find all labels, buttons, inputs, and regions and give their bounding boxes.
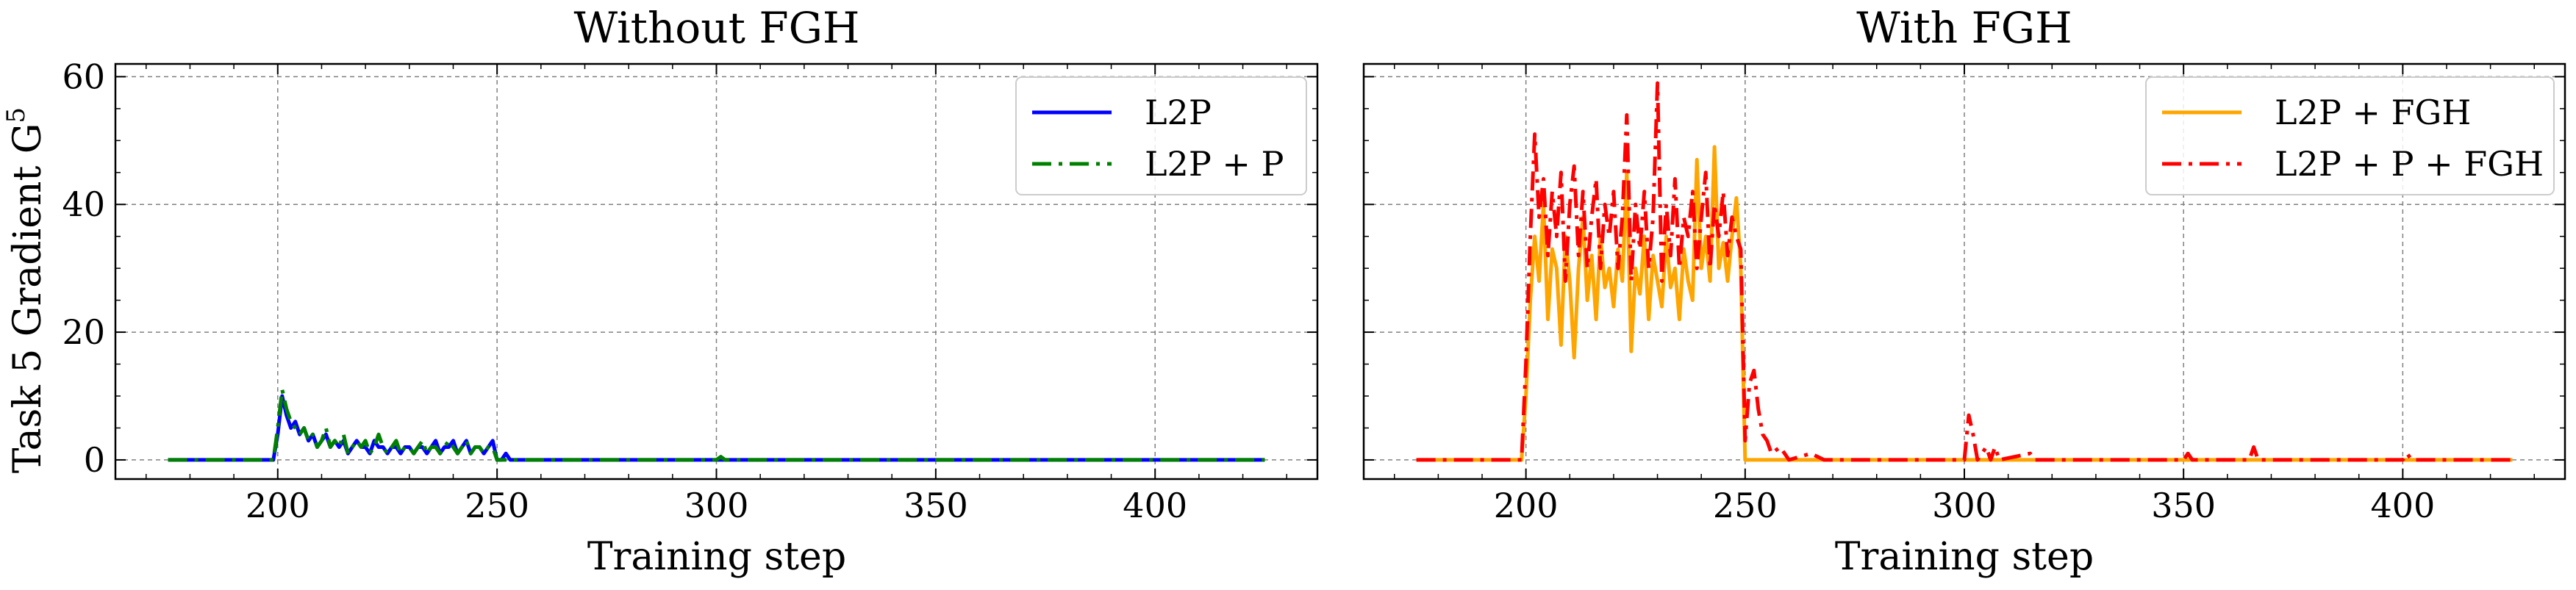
y-tick-label: 0 xyxy=(84,440,105,480)
legend-label: L2P + FGH xyxy=(2275,93,2471,132)
x-tick-label: 250 xyxy=(465,486,529,525)
series-line-1 xyxy=(1416,145,2513,462)
x-tick-label: 300 xyxy=(1932,486,1997,525)
ticks: 200 250 300 350 400 xyxy=(1364,64,2565,525)
y-axis-label-main: Task 5 Gradient G xyxy=(6,123,50,474)
x-tick-label: 400 xyxy=(1123,486,1187,525)
panel-without-fgh: Without FGH Training step Task 5 Gradien… xyxy=(1,3,1319,579)
x-tick-label: 300 xyxy=(684,486,749,525)
y-tick-label: 40 xyxy=(62,184,105,224)
legend: L2P L2P + P xyxy=(1015,76,1307,195)
series-line-2 xyxy=(168,387,1265,462)
series-group xyxy=(1416,81,2513,462)
y-tick-label: 20 xyxy=(62,312,105,352)
legend-box xyxy=(2145,76,2555,195)
x-tick-label: 200 xyxy=(246,486,310,525)
x-tick-label: 350 xyxy=(2151,486,2216,525)
y-axis-label-superscript: 5 xyxy=(1,107,31,123)
x-tick-label: 350 xyxy=(904,486,968,525)
series-line-2 xyxy=(1416,81,2513,462)
x-axis-label: Training step xyxy=(1835,535,2094,579)
ticks: 200 250 300 350 400 0 20 40 60 xyxy=(62,57,1317,525)
x-tick-label: 250 xyxy=(1713,486,1778,525)
legend-label: L2P xyxy=(1145,93,1212,132)
y-tick-label: 60 xyxy=(62,57,105,96)
x-tick-label: 400 xyxy=(2370,486,2435,525)
series-group xyxy=(168,387,1265,462)
legend-label: L2P + P + FGH xyxy=(2275,144,2544,184)
panel-title: Without FGH xyxy=(574,3,860,53)
x-tick-label: 200 xyxy=(1494,486,1559,525)
x-axis-label: Training step xyxy=(587,535,846,579)
y-axis-label: Task 5 Gradient G5 xyxy=(1,107,50,473)
legend-label: L2P + P xyxy=(1145,144,1284,184)
legend: L2P + FGH L2P + P + FGH xyxy=(2145,76,2555,195)
panel-title: With FGH xyxy=(1856,3,2072,53)
panel-with-fgh: With FGH Training step 200 250 300 350 400 L… xyxy=(1362,3,2566,579)
